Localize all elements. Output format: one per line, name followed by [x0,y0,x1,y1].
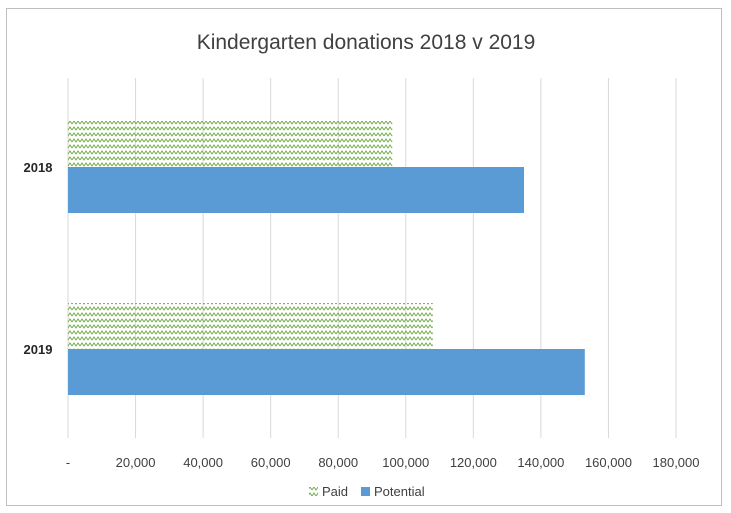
chart-frame [6,8,722,506]
bar-paid-2019 [68,303,433,349]
x-tick-label: 100,000 [382,455,429,470]
chart-title: Kindergarten donations 2018 v 2019 [197,31,536,54]
x-tick-label: 40,000 [183,455,223,470]
x-tick-label: 20,000 [116,455,156,470]
x-tick-label: 160,000 [585,455,632,470]
x-tick-label: - [66,455,70,470]
x-tick-label: 180,000 [653,455,700,470]
legend-swatch-potential [361,487,370,496]
bar-potential-2019 [68,349,585,395]
legend-label-paid: Paid [322,484,348,499]
x-tick-label: 120,000 [450,455,497,470]
category-label: 2018 [24,160,53,175]
x-tick-label: 80,000 [318,455,358,470]
x-tick-label: 140,000 [517,455,564,470]
category-labels: 2018 2019 [24,160,53,357]
x-tick-label: 60,000 [251,455,291,470]
legend-swatch-paid [309,487,318,496]
legend: Paid Potential [309,484,425,499]
legend-label-potential: Potential [374,484,425,499]
bar-potential-2018 [68,167,524,213]
category-label: 2019 [24,342,53,357]
x-axis-ticks: - 20,000 40,000 60,000 80,000 100,000 120,000 1… [66,455,700,470]
bars [68,121,585,395]
bar-paid-2018 [68,121,393,167]
